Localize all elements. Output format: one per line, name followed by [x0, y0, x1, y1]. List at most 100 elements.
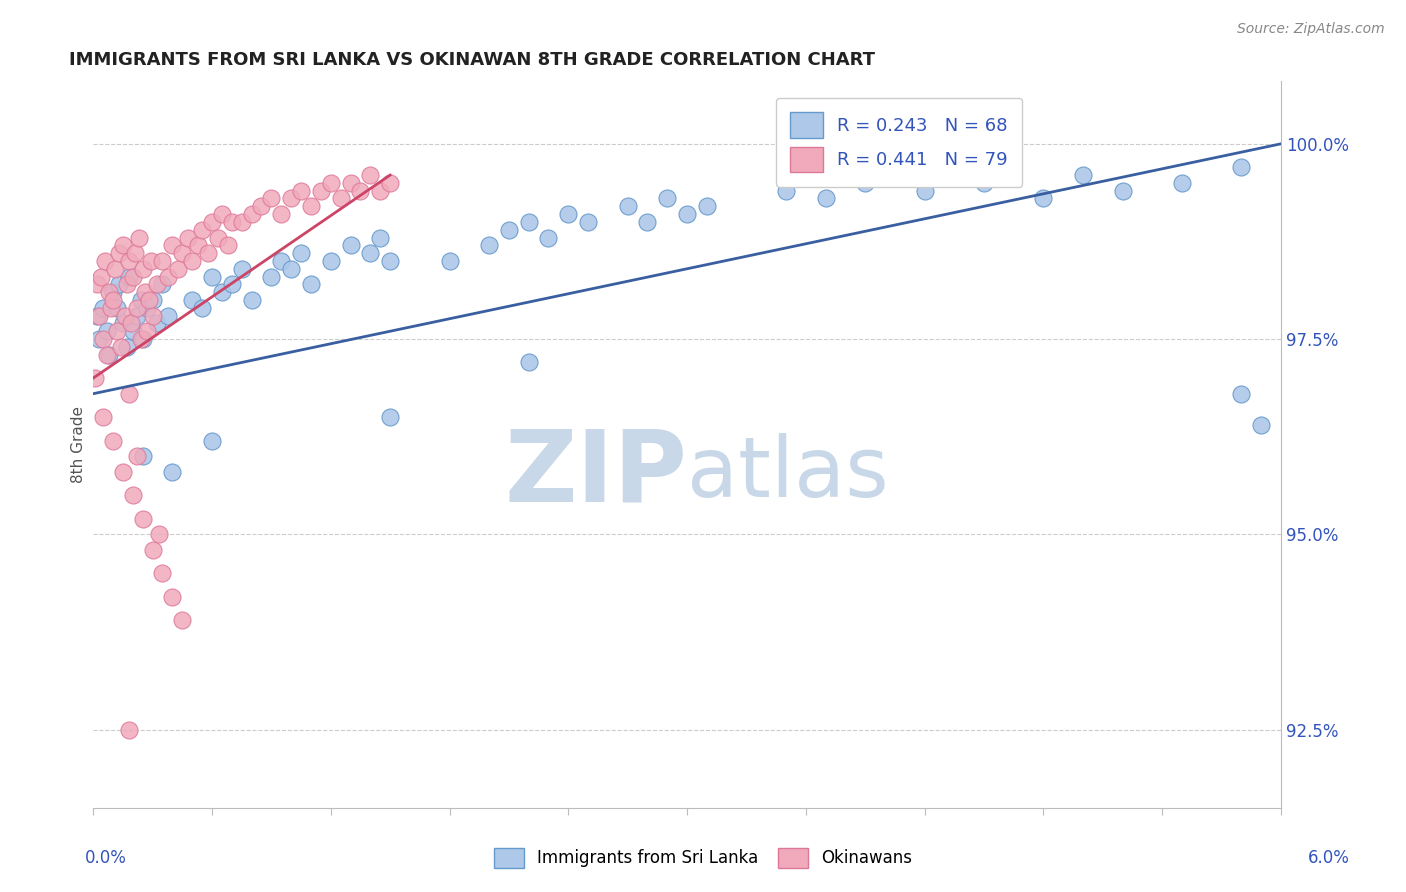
Point: [637, 215, 659, 229]
Point: [231, 261, 253, 276]
Point: [201, 269, 224, 284]
Point: [114, 309, 136, 323]
Point: [138, 293, 160, 307]
Point: [368, 184, 391, 198]
Point: [309, 184, 332, 198]
Point: [181, 293, 204, 307]
Point: [537, 230, 560, 244]
Point: [121, 269, 143, 284]
Point: [115, 340, 138, 354]
Point: [131, 261, 153, 276]
Point: [105, 324, 128, 338]
Point: [104, 261, 127, 276]
Point: [329, 192, 352, 206]
Point: [676, 207, 699, 221]
Point: [973, 176, 995, 190]
Point: [131, 332, 153, 346]
Point: [1071, 168, 1094, 182]
Point: [299, 199, 322, 213]
Point: [124, 246, 146, 260]
Point: [84, 371, 107, 385]
Text: 0.0%: 0.0%: [84, 849, 127, 867]
Point: [478, 238, 501, 252]
Point: [89, 309, 111, 323]
Point: [125, 301, 148, 315]
Point: [270, 254, 292, 268]
Point: [814, 192, 837, 206]
Point: [378, 410, 401, 425]
Point: [86, 309, 108, 323]
Point: [162, 465, 184, 479]
Point: [98, 348, 121, 362]
Point: [111, 238, 134, 252]
Point: [557, 207, 579, 221]
Point: [134, 285, 156, 300]
Point: [280, 192, 302, 206]
Point: [696, 199, 718, 213]
Point: [197, 246, 219, 260]
Point: [177, 230, 200, 244]
Point: [125, 449, 148, 463]
Point: [187, 238, 209, 252]
Point: [290, 246, 312, 260]
Text: IMMIGRANTS FROM SRI LANKA VS OKINAWAN 8TH GRADE CORRELATION CHART: IMMIGRANTS FROM SRI LANKA VS OKINAWAN 8T…: [69, 51, 876, 69]
Point: [142, 293, 165, 307]
Point: [231, 215, 253, 229]
Point: [1171, 176, 1194, 190]
Point: [368, 230, 391, 244]
Point: [359, 246, 381, 260]
Point: [162, 238, 184, 252]
Point: [299, 277, 322, 292]
Point: [1111, 184, 1133, 198]
Legend: R = 0.243   N = 68, R = 0.441   N = 79: R = 0.243 N = 68, R = 0.441 N = 79: [776, 97, 1022, 186]
Text: atlas: atlas: [688, 433, 889, 514]
Point: [319, 254, 342, 268]
Point: [439, 254, 461, 268]
Point: [118, 386, 141, 401]
Point: [100, 301, 122, 315]
Point: [91, 410, 114, 425]
Point: [914, 184, 936, 198]
Text: 6.0%: 6.0%: [1308, 849, 1350, 867]
Point: [121, 488, 143, 502]
Point: [111, 465, 134, 479]
Point: [172, 613, 194, 627]
Point: [110, 340, 132, 354]
Point: [148, 527, 170, 541]
Point: [211, 285, 233, 300]
Point: [145, 277, 167, 292]
Point: [201, 434, 224, 448]
Point: [129, 293, 152, 307]
Point: [181, 254, 204, 268]
Text: ZIP: ZIP: [505, 425, 688, 522]
Point: [108, 277, 131, 292]
Point: [125, 309, 148, 323]
Point: [145, 317, 167, 331]
Point: [191, 301, 214, 315]
Point: [207, 230, 229, 244]
Point: [162, 590, 184, 604]
Point: [135, 324, 157, 338]
Point: [135, 301, 157, 315]
Point: [98, 285, 121, 300]
Point: [90, 269, 112, 284]
Point: [131, 511, 153, 525]
Point: [260, 269, 283, 284]
Point: [157, 269, 180, 284]
Point: [96, 348, 118, 362]
Y-axis label: 8th Grade: 8th Grade: [72, 406, 86, 483]
Point: [152, 277, 174, 292]
Point: [240, 207, 263, 221]
Point: [96, 324, 118, 338]
Point: [128, 230, 150, 244]
Point: [131, 449, 153, 463]
Point: [152, 566, 174, 581]
Point: [221, 277, 243, 292]
Point: [108, 246, 131, 260]
Point: [339, 238, 361, 252]
Point: [498, 223, 520, 237]
Point: [91, 301, 114, 315]
Point: [86, 277, 108, 292]
Point: [105, 301, 128, 315]
Point: [201, 215, 224, 229]
